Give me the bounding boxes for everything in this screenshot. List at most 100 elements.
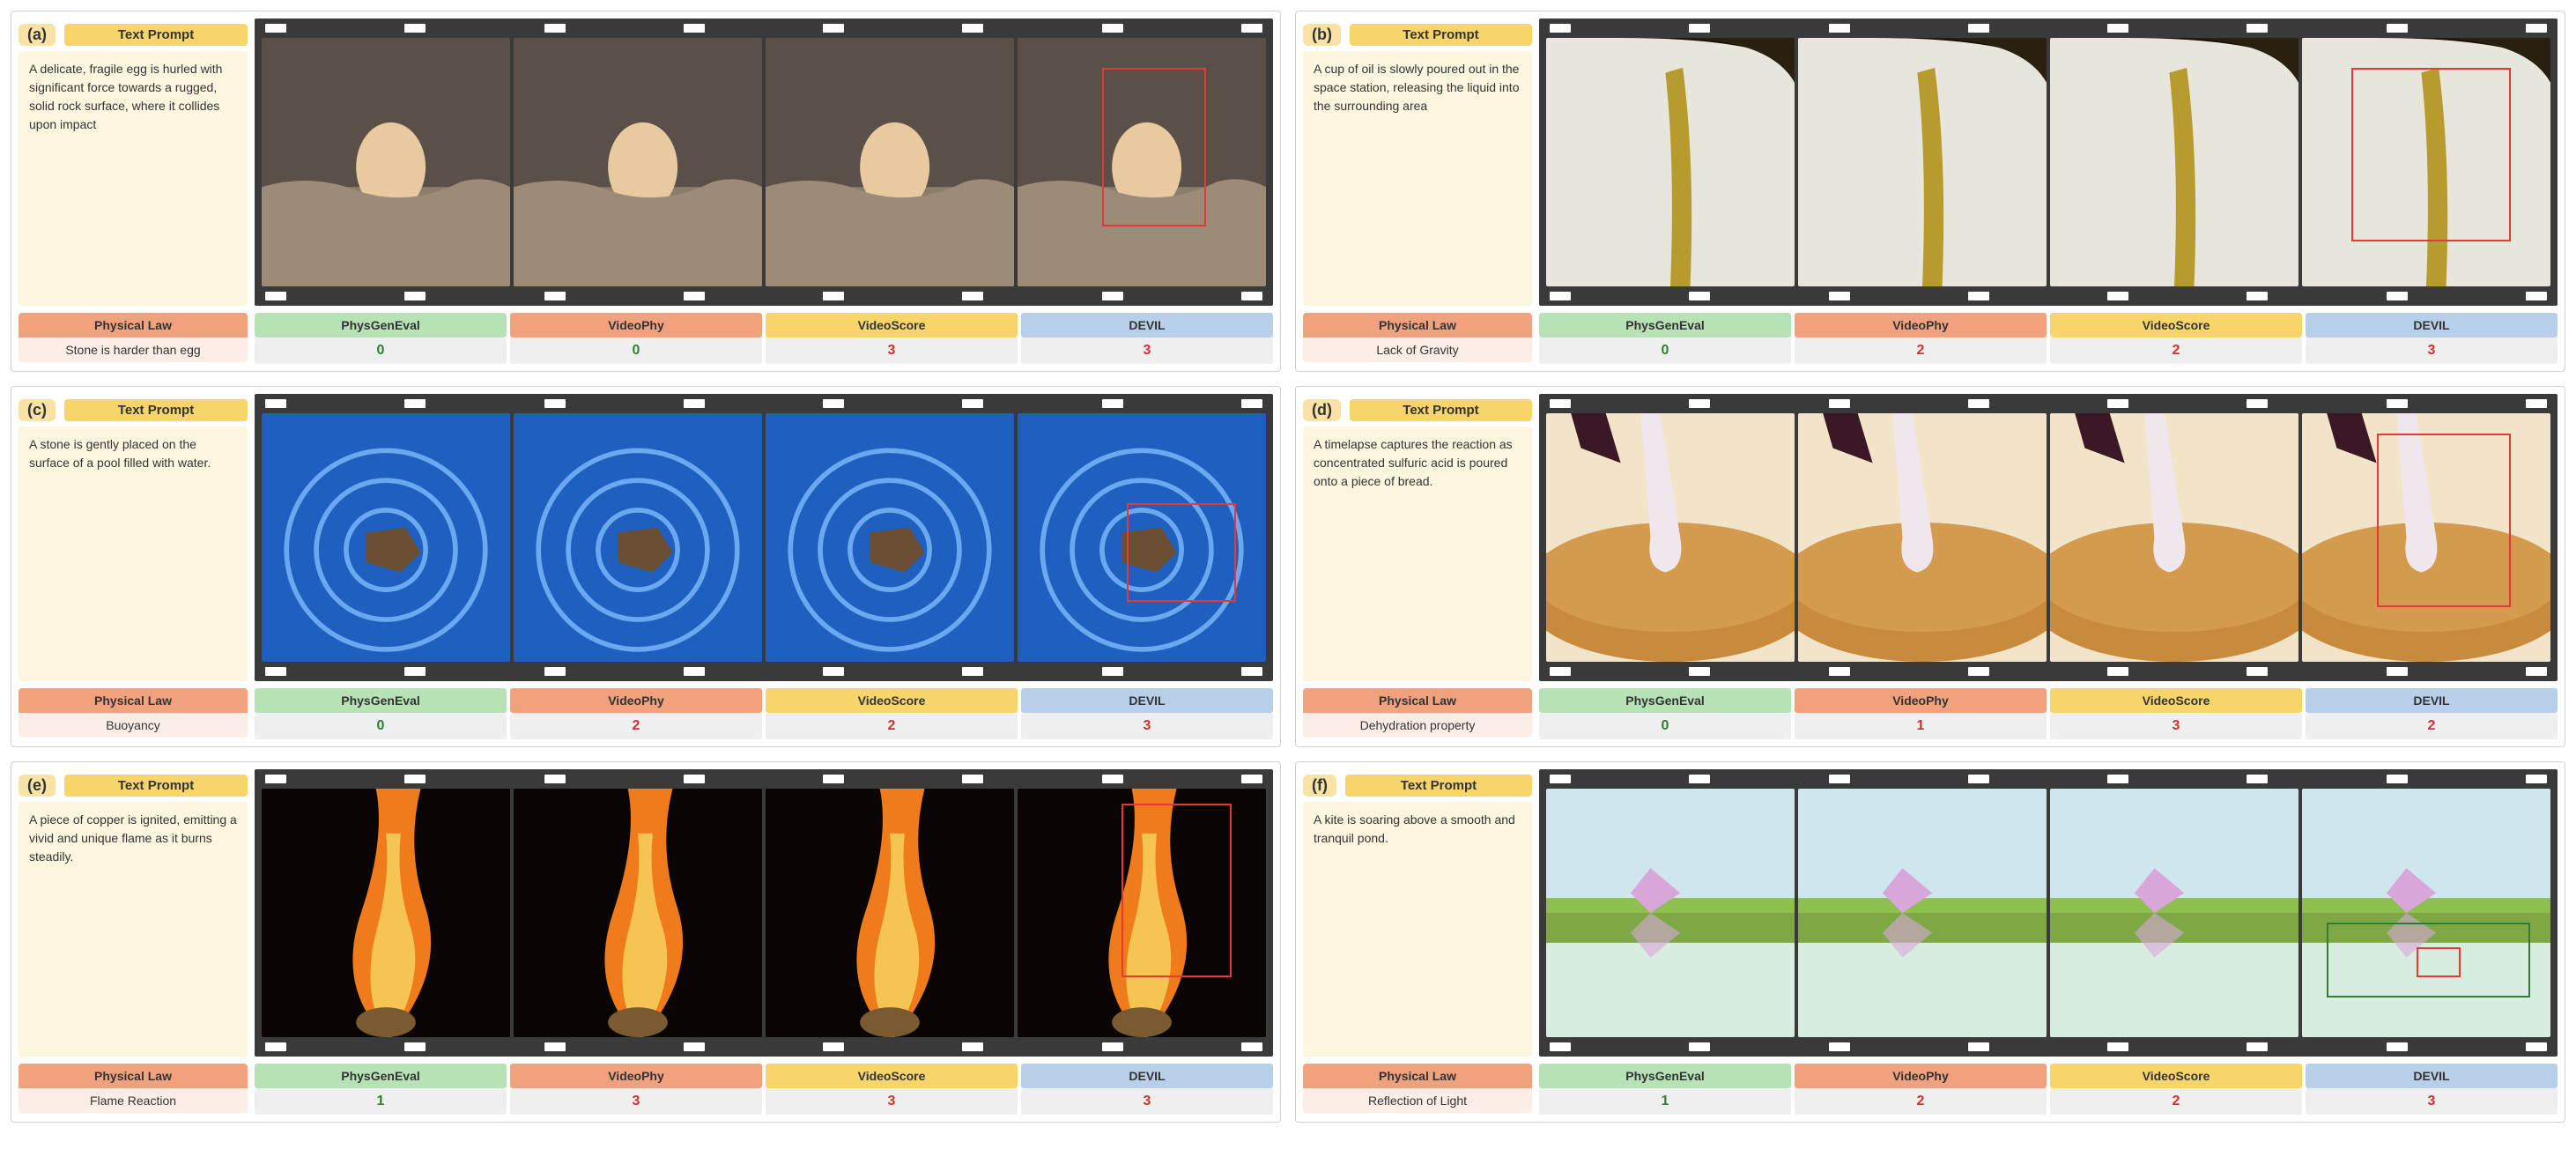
sprocket: [404, 399, 426, 408]
sprocket-row-top: [1543, 397, 2554, 410]
sprocket-row-bottom: [1543, 1041, 2554, 1053]
sprocket: [1829, 775, 1850, 783]
panel-a: (a)Text PromptA delicate, fragile egg is…: [11, 11, 1281, 372]
sprocket: [1241, 399, 1262, 408]
video-frame: [514, 413, 762, 662]
prompt-header: (a)Text Prompt: [19, 19, 248, 51]
sprocket: [684, 292, 705, 300]
sprocket: [265, 775, 286, 783]
frames-row: [258, 34, 1269, 290]
score-value: 2: [2050, 1088, 2302, 1115]
sprocket: [1102, 667, 1123, 676]
sprocket: [544, 667, 566, 676]
sprocket: [265, 399, 286, 408]
sprocket: [265, 1042, 286, 1051]
score-method-header: DEVIL: [2306, 313, 2557, 337]
score-value: 3: [510, 1088, 762, 1115]
panel-f: (f)Text PromptA kite is soaring above a …: [1295, 761, 2565, 1123]
prompt-column: (c)Text PromptA stone is gently placed o…: [19, 394, 248, 681]
sprocket: [1550, 399, 1571, 408]
video-frame: [1018, 789, 1266, 1037]
sprocket: [544, 292, 566, 300]
score-headers-row: PhysGenEvalVideoPhyVideoScoreDEVIL: [1539, 313, 2557, 337]
video-frame: [2302, 789, 2550, 1037]
video-frame: [2050, 38, 2298, 286]
prompt-text: A delicate, fragile egg is hurled with s…: [19, 51, 248, 306]
sprocket: [1241, 1042, 1262, 1051]
video-frame: [1798, 413, 2047, 662]
sprocket: [2107, 24, 2128, 33]
score-value: 2: [1795, 1088, 2047, 1115]
score-method-header: DEVIL: [1021, 1064, 1273, 1088]
sprocket: [1689, 775, 1710, 783]
prompt-header: (b)Text Prompt: [1303, 19, 1532, 51]
score-headers-row: PhysGenEvalVideoPhyVideoScoreDEVIL: [255, 688, 1273, 713]
sprocket: [2387, 667, 2408, 676]
sprocket: [1241, 292, 1262, 300]
sprocket: [1968, 667, 1989, 676]
sprocket: [1102, 24, 1123, 33]
score-method-header: PhysGenEval: [1539, 1064, 1791, 1088]
sprocket: [404, 24, 426, 33]
score-headers-row: PhysGenEvalVideoPhyVideoScoreDEVIL: [1539, 688, 2557, 713]
sprocket: [823, 399, 844, 408]
sprocket: [265, 292, 286, 300]
sprocket: [1102, 399, 1123, 408]
sprocket: [2107, 399, 2128, 408]
panel-bottom-row: Physical LawLack of GravityPhysGenEvalVi…: [1303, 313, 2557, 364]
score-method-header: VideoScore: [2050, 1064, 2302, 1088]
score-method-header: VideoPhy: [1795, 688, 2047, 713]
physical-law-column: Physical LawFlame Reaction: [19, 1064, 248, 1115]
physical-law-header: Physical Law: [1303, 688, 1532, 713]
prompt-column: (f)Text PromptA kite is soaring above a …: [1303, 769, 1532, 1057]
score-method-header: VideoPhy: [510, 313, 762, 337]
sprocket: [544, 399, 566, 408]
sprocket: [2526, 1042, 2547, 1051]
sprocket: [2247, 667, 2268, 676]
prompt-header: (c)Text Prompt: [19, 394, 248, 426]
sprocket: [1550, 775, 1571, 783]
sprocket: [684, 667, 705, 676]
highlight-box-red: [1127, 503, 1236, 603]
score-method-header: DEVIL: [1021, 688, 1273, 713]
score-value: 2: [1795, 337, 2047, 364]
sprocket: [962, 667, 983, 676]
sprocket: [684, 399, 705, 408]
sprocket: [265, 24, 286, 33]
physical-law-value: Lack of Gravity: [1303, 337, 1532, 362]
sprocket: [1829, 292, 1850, 300]
prompt-title: Text Prompt: [64, 24, 248, 46]
sprocket-row-bottom: [258, 290, 1269, 302]
sprocket: [1241, 24, 1262, 33]
scores-column: PhysGenEvalVideoPhyVideoScoreDEVIL0132: [1539, 688, 2557, 739]
prompt-header: (f)Text Prompt: [1303, 769, 1532, 802]
panel-top-row: (a)Text PromptA delicate, fragile egg is…: [19, 19, 1273, 306]
physical-law-value: Dehydration property: [1303, 713, 1532, 738]
score-method-header: DEVIL: [2306, 1064, 2557, 1088]
sprocket: [962, 399, 983, 408]
score-value: 0: [510, 337, 762, 364]
sprocket: [1968, 1042, 1989, 1051]
frames-row: [1543, 785, 2554, 1041]
panel-bottom-row: Physical LawDehydration property PhysGenE…: [1303, 688, 2557, 739]
sprocket: [2387, 292, 2408, 300]
score-values-row: 1223: [1539, 1088, 2557, 1115]
score-headers-row: PhysGenEvalVideoPhyVideoScoreDEVIL: [1539, 1064, 2557, 1088]
sprocket: [1550, 1042, 1571, 1051]
sprocket: [823, 667, 844, 676]
prompt-column: (a)Text PromptA delicate, fragile egg is…: [19, 19, 248, 306]
panel-top-row: (e)Text PromptA piece of copper is ignit…: [19, 769, 1273, 1057]
sprocket: [684, 775, 705, 783]
physical-law-header: Physical Law: [19, 313, 248, 337]
sprocket: [1829, 667, 1850, 676]
sprocket: [265, 667, 286, 676]
score-values-row: 0033: [255, 337, 1273, 364]
sprocket: [544, 775, 566, 783]
sprocket: [1550, 24, 1571, 33]
sprocket: [823, 775, 844, 783]
sprocket: [823, 1042, 844, 1051]
frames-row: [258, 410, 1269, 665]
highlight-box-red: [1102, 68, 1206, 226]
video-frame: [766, 38, 1014, 286]
frames-row: [1543, 34, 2554, 290]
